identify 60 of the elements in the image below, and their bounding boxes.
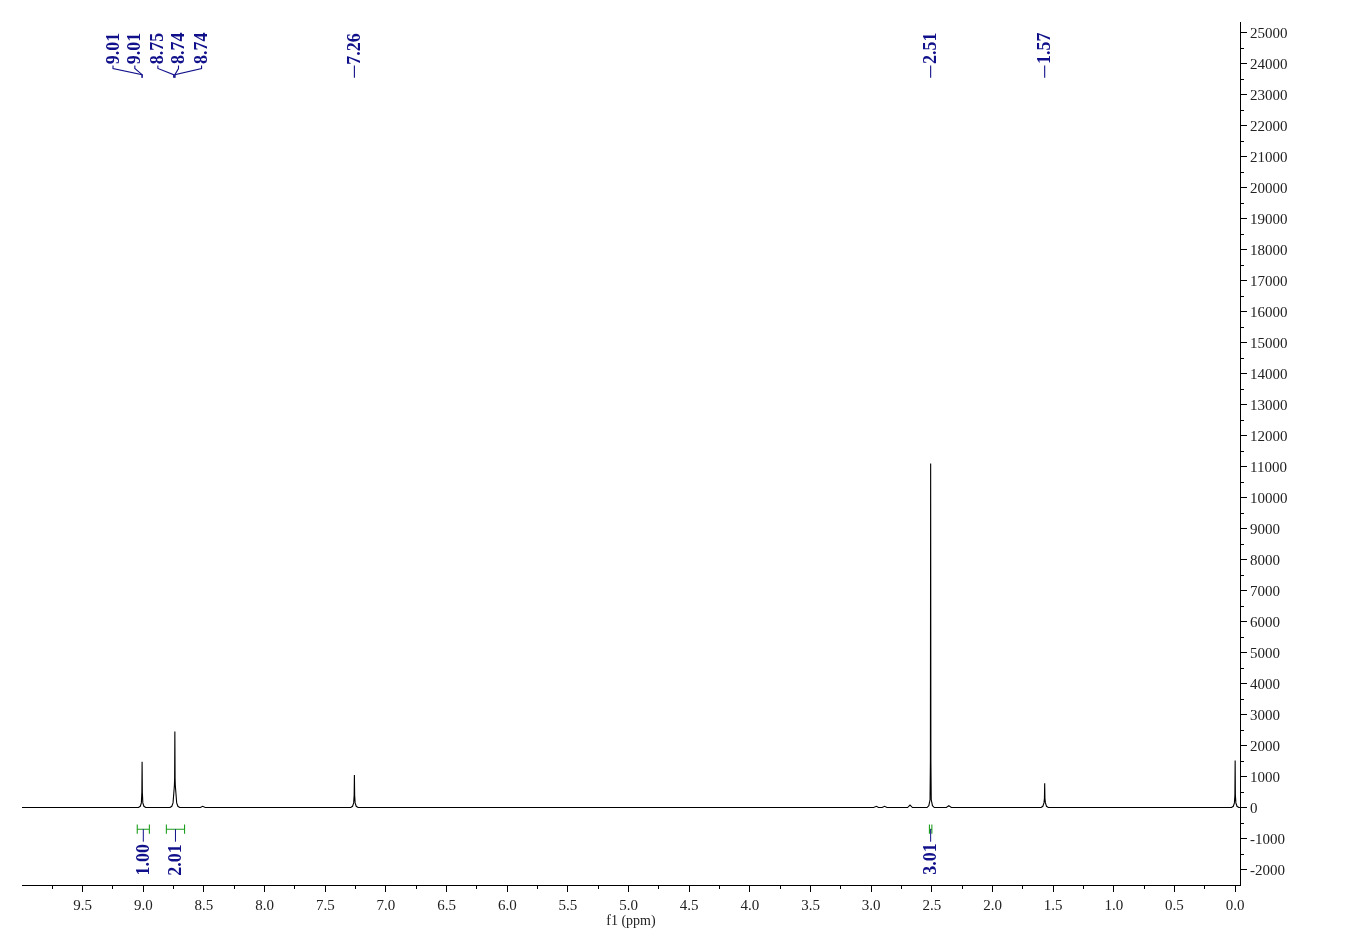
x-tick-label: 6.0 — [497, 897, 517, 913]
y-tick-label: 18000 — [1250, 242, 1288, 259]
annotation: 8.74 — [168, 32, 189, 64]
annotation: 9.01 — [124, 32, 145, 65]
y-tick-label: 25000 — [1250, 25, 1288, 42]
annotation: 9.01 — [102, 32, 123, 65]
x-tick-label: 5.5 — [558, 897, 578, 913]
x-tick-label: 5.0 — [619, 897, 638, 913]
y-tick-label: -1000 — [1250, 830, 1285, 847]
x-tick-label: 1.5 — [1043, 897, 1063, 913]
y-tick-label: -2000 — [1250, 861, 1285, 878]
annotation: 1.00 — [133, 844, 154, 876]
y-tick-label: 14000 — [1250, 365, 1288, 382]
x-tick-label: 4.5 — [679, 897, 699, 913]
x-tick-label: 7.0 — [376, 897, 396, 913]
y-tick-label: 2000 — [1250, 737, 1280, 754]
x-tick-label: 3.5 — [801, 897, 820, 913]
annotation: 8.75 — [147, 32, 168, 65]
x-tick-label: 3.0 — [861, 897, 881, 913]
y-tick-label: 5000 — [1250, 644, 1280, 661]
y-tick-label: 19000 — [1250, 211, 1288, 228]
x-tick-label: 8.0 — [255, 897, 275, 913]
y-tick-label: 4000 — [1250, 675, 1280, 692]
y-tick-label: 17000 — [1250, 273, 1288, 289]
x-tick-label: 9.0 — [133, 897, 153, 913]
y-tick-label: 10000 — [1250, 489, 1288, 506]
y-tick-label: 3000 — [1250, 706, 1280, 723]
x-tick-label: 7.5 — [315, 897, 335, 913]
y-tick-label: 15000 — [1250, 334, 1288, 351]
x-axis-title: f1 (ppm) — [606, 913, 657, 929]
x-tick-label: 2.0 — [983, 897, 1002, 913]
x-tick-label: 8.5 — [194, 897, 214, 913]
y-tick-label: 7000 — [1250, 582, 1280, 599]
y-tick-label: 24000 — [1250, 56, 1288, 73]
y-tick-label: 21000 — [1250, 149, 1288, 166]
annotation: 3.01 — [920, 843, 941, 875]
x-tick-label: 6.5 — [437, 897, 456, 913]
y-tick-label: 0 — [1250, 799, 1258, 816]
annotation: 2.51 — [920, 32, 941, 65]
annotation: 8.74 — [191, 32, 212, 64]
annotation: 2.01 — [165, 844, 186, 876]
y-tick-label: 16000 — [1250, 303, 1288, 320]
x-tick-label: 1.0 — [1104, 897, 1124, 913]
y-tick-label: 8000 — [1250, 551, 1280, 568]
annotation: 7.26 — [344, 33, 365, 65]
y-tick-label: 6000 — [1250, 613, 1280, 630]
y-tick-label: 9000 — [1250, 520, 1280, 537]
x-tick-label: 9.5 — [73, 897, 93, 913]
x-tick-label: 0.5 — [1165, 897, 1184, 913]
y-tick-label: 13000 — [1250, 396, 1288, 413]
y-tick-label: 1000 — [1250, 768, 1280, 785]
y-tick-label: 23000 — [1250, 87, 1288, 104]
y-tick-label: 11000 — [1250, 458, 1287, 475]
x-tick-label: 4.0 — [740, 897, 760, 913]
y-tick-label: 12000 — [1250, 427, 1288, 444]
annotation: 1.57 — [1034, 32, 1055, 65]
x-tick-label: 2.5 — [922, 897, 942, 913]
y-tick-label: 20000 — [1250, 180, 1288, 197]
y-tick-label: 22000 — [1250, 118, 1288, 135]
x-tick-label: 0.0 — [1225, 897, 1245, 913]
